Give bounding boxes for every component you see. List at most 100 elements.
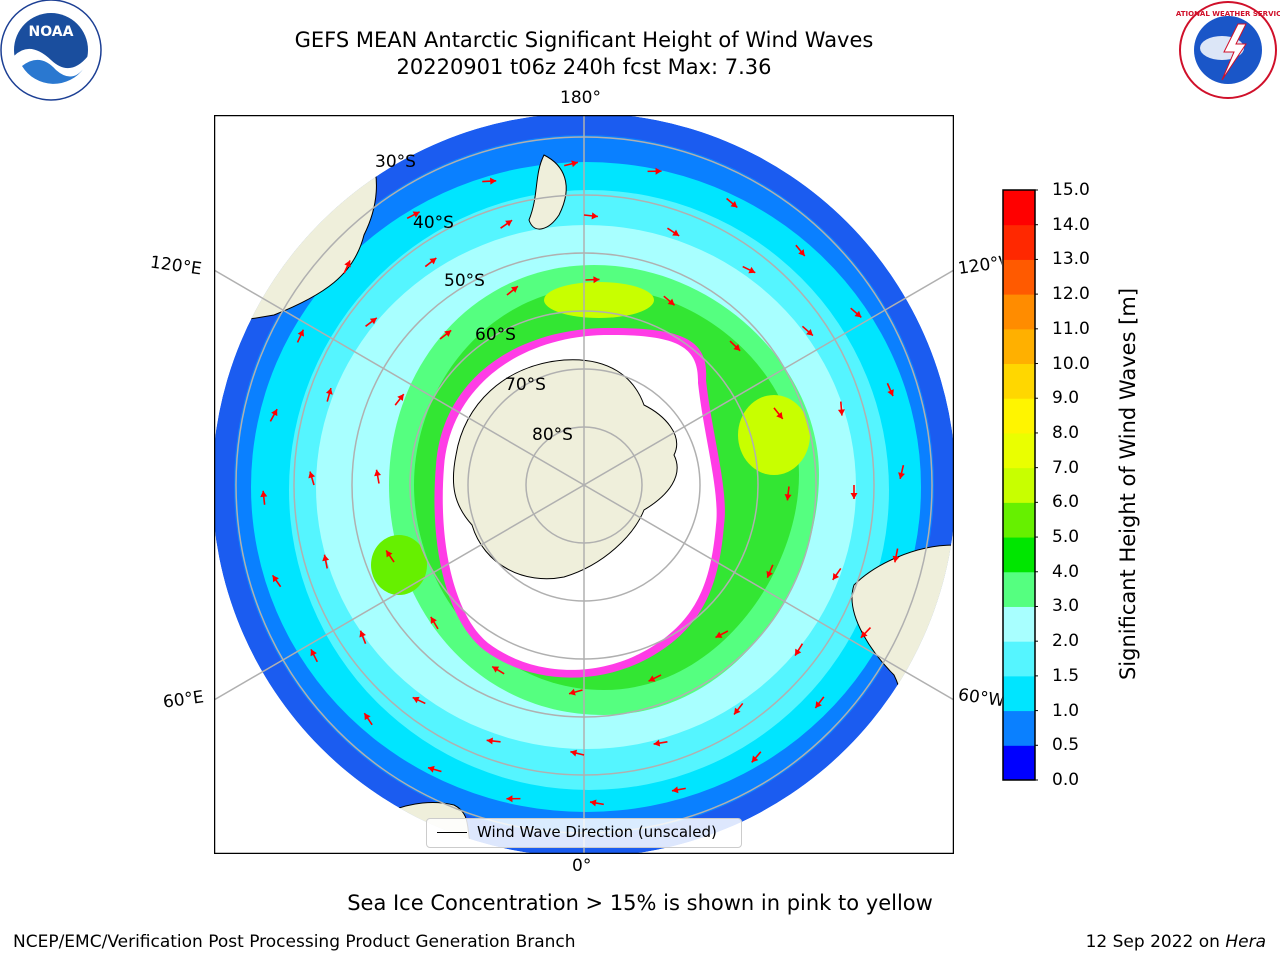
lat-label-70s: 70°S [505, 375, 546, 395]
colorbar [1002, 189, 1038, 781]
colorbar-tick-label: 11.0 [1052, 318, 1090, 339]
colorbar-segment [1003, 675, 1035, 712]
noaa-logo-text: NOAA [29, 24, 74, 40]
map-legend: Wind Wave Direction (unscaled) [426, 818, 742, 848]
colorbar-label: Significant Height of Wind Waves [m] [1116, 287, 1140, 681]
wave-direction-arrow [773, 407, 784, 420]
colorbar-tick-label: 9.0 [1052, 388, 1080, 409]
wave-direction-arrow [359, 630, 367, 644]
wave-direction-arrow [671, 786, 686, 794]
colorbar-tick-label: 8.0 [1052, 422, 1080, 443]
colorbar-segment [1003, 224, 1035, 260]
wave-direction-arrow [886, 382, 894, 397]
wave-direction-arrow [568, 688, 583, 696]
credit-left: NCEP/EMC/Verification Post Processing Pr… [13, 932, 576, 952]
wave-direction-arrow [795, 244, 806, 257]
wave-direction-arrow [343, 260, 351, 274]
wave-direction-arrow [583, 212, 599, 220]
colorbar-tick-label: 12.0 [1052, 284, 1090, 305]
colorbar-tick-label: 3.0 [1052, 596, 1080, 617]
colorbar-tick-label: 0.5 [1052, 735, 1080, 756]
wave-direction-arrow [491, 665, 505, 675]
wave-direction-arrow [374, 469, 382, 484]
wave-direction-arrow [751, 751, 762, 763]
colorbar-segment [1003, 432, 1035, 469]
lon-label-0: 0° [572, 856, 592, 876]
colorbar-segment [1003, 502, 1035, 538]
wave-direction-arrow [892, 548, 900, 563]
nws-logo-text: NATIONAL WEATHER SERVICE [1176, 10, 1280, 18]
wave-direction-arrow [564, 160, 579, 168]
wave-direction-arrow [296, 329, 305, 343]
colorbar-segment [1003, 467, 1035, 503]
wave-direction-arrow [486, 737, 501, 745]
wave-max-east [738, 395, 810, 475]
wave-direction-arrow [363, 712, 373, 726]
wave-direction-arrow [589, 799, 604, 807]
plot-subtitle: 20220901 t06z 240h fcst Max: 7.36 [396, 55, 772, 79]
wave-direction-arrow [500, 219, 513, 229]
colorbar-tick-label: 1.0 [1052, 700, 1080, 721]
sea-ice-note: Sea Ice Concentration > 15% is shown in … [347, 891, 933, 915]
colorbar-segment [1003, 190, 1035, 226]
wave-direction-arrow [482, 177, 497, 185]
new-zealand-land [528, 154, 567, 230]
wave-direction-arrow [439, 329, 452, 340]
legend-line-sample [437, 832, 467, 833]
wave-direction-arrow [325, 387, 333, 402]
wave-direction-arrow [726, 197, 738, 209]
antarctica-land [452, 359, 678, 580]
wave-direction-arrow [653, 739, 668, 747]
colorbar-segment [1003, 537, 1035, 573]
wave-direction-arrow [647, 167, 662, 175]
colorbar-frame [1002, 189, 1036, 781]
lon-label-120w: 120°W [956, 253, 1004, 279]
colorbar-tick-label: 1.5 [1052, 665, 1080, 686]
wave-direction-arrow [814, 696, 825, 709]
wave-direction-arrow [394, 393, 405, 406]
wave-direction-arrow [666, 227, 680, 237]
wave-direction-arrow [733, 702, 744, 715]
wave-direction-arrow [570, 749, 585, 757]
wind-wave-arrows [260, 160, 905, 807]
colorbar-tick-label: 2.0 [1052, 631, 1080, 652]
colorbar-tick-label: 15.0 [1052, 180, 1090, 200]
colorbar-tick-label: 10.0 [1052, 353, 1090, 374]
wave-direction-arrow [766, 564, 774, 579]
polar-map [214, 115, 954, 854]
wave-direction-arrow [801, 325, 814, 337]
wave-direction-arrow [784, 486, 792, 501]
legend-label: Wind Wave Direction (unscaled) [477, 823, 717, 841]
lon-label-120e: 120°E [148, 252, 203, 280]
wave-direction-arrow [860, 627, 872, 639]
credit-right: 12 Sep 2022 on Hera [1086, 932, 1266, 952]
wave-direction-arrow [898, 465, 905, 480]
lat-label-40s: 40°S [413, 213, 454, 233]
wave-direction-arrow [271, 574, 282, 588]
lon-label-60w: 60°W [956, 685, 1004, 711]
plot-title: GEFS MEAN Antarctic Significant Height o… [294, 28, 874, 52]
nws-logo: NATIONAL WEATHER SERVICE [1176, 1, 1280, 99]
colorbar-segment [1003, 641, 1035, 677]
wave-direction-arrow [832, 567, 842, 581]
wave-direction-arrow [794, 643, 804, 657]
wave-max-west [371, 535, 427, 595]
wave-direction-arrow [850, 307, 862, 318]
colorbar-tick-label: 0.0 [1052, 770, 1080, 790]
wave-max-north [544, 282, 654, 318]
lat-label-60s: 60°S [475, 325, 516, 345]
colorbar-tick-label: 4.0 [1052, 561, 1080, 582]
wave-direction-arrow [837, 401, 845, 416]
wave-direction-arrow [322, 554, 330, 569]
colorbar-segment [1003, 745, 1035, 781]
lon-label-60e: 60°E [161, 687, 206, 713]
colorbar-segment [1003, 328, 1035, 365]
wave-direction-arrow [742, 265, 756, 274]
wave-direction-arrow [663, 295, 676, 306]
wave-direction-arrow [406, 211, 420, 219]
colorbar-segment [1003, 710, 1035, 746]
colorbar-tick-label: 6.0 [1052, 492, 1080, 513]
colorbar-tick-label: 13.0 [1052, 249, 1090, 270]
colorbar-segment [1003, 259, 1035, 295]
